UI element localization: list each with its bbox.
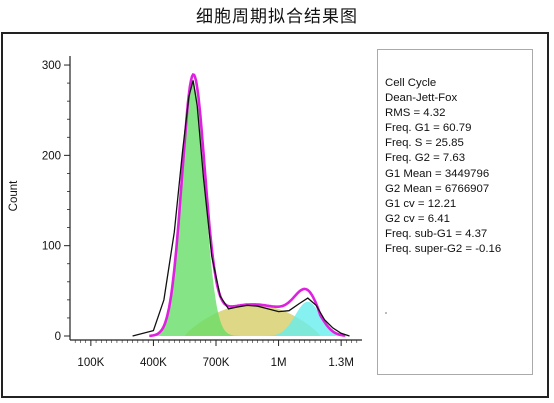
- x-tick-label: 400K: [140, 357, 167, 369]
- g1-peak-area: [149, 83, 346, 336]
- x-tick-label: 1M: [271, 357, 287, 369]
- stats-line: G2 cv = 6.41: [385, 212, 450, 225]
- stats-line: RMS = 4.32: [385, 107, 446, 120]
- stats-line: Freq. G2 = 7.63: [385, 152, 466, 165]
- stats-line: Cell Cycle: [385, 77, 437, 89]
- stats-line: G1 cv = 12.21: [385, 197, 457, 210]
- y-tick-label: 0: [55, 331, 61, 343]
- x-tick-label: 700K: [203, 357, 230, 369]
- histogram-curve: [132, 80, 350, 337]
- decorative-dot: [385, 312, 387, 314]
- stats-line: Freq. G1 = 60.79: [385, 122, 472, 135]
- stats-line: Dean-Jett-Fox: [385, 92, 458, 105]
- stats-line: G2 Mean = 6766907: [385, 182, 490, 195]
- y-tick-label: 100: [42, 241, 61, 253]
- y-tick-label: 200: [42, 150, 61, 162]
- fit-curve: [149, 73, 346, 338]
- stats-line: Freq. super-G2 = -0.16: [385, 243, 502, 256]
- y-tick-label: 300: [42, 60, 61, 72]
- stats-line: G1 Mean = 3449796: [385, 167, 490, 180]
- g2-peak-area: [149, 301, 346, 336]
- chart-frame: [1, 32, 549, 398]
- x-tick-label: 100K: [77, 357, 104, 369]
- y-axis-label: Count: [8, 180, 20, 211]
- stats-line: Freq. sub-G1 = 4.37: [385, 227, 488, 240]
- stats-line: Freq. S = 25.85: [385, 137, 464, 150]
- x-tick-label: 1.3M: [328, 357, 354, 369]
- cell-cycle-stats-panel: Cell Cycle Dean-Jett-Fox RMS = 4.32 Freq. G…: [377, 49, 533, 375]
- chart-title: 细胞周期拟合结果图: [196, 7, 358, 27]
